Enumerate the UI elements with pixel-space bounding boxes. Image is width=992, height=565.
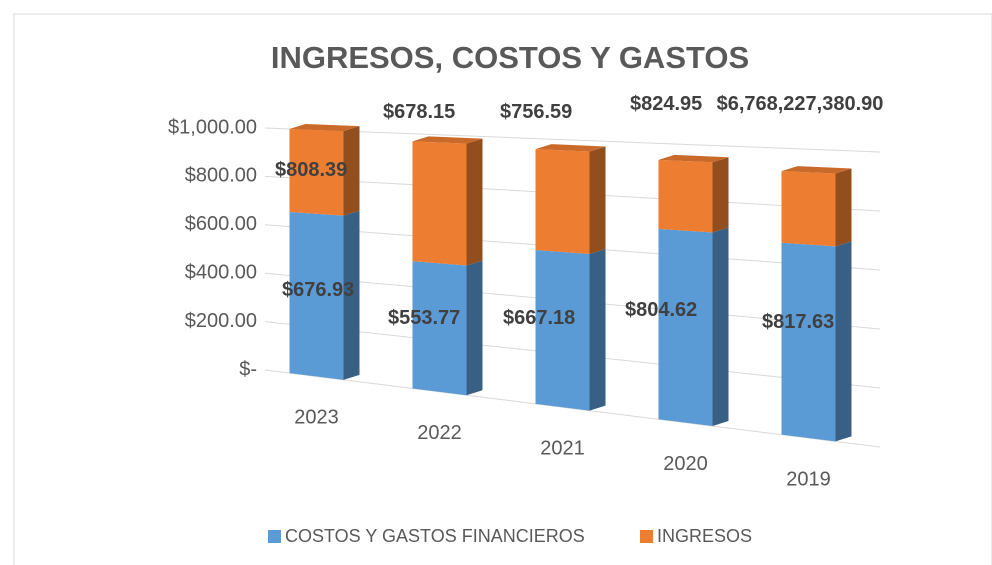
bar-side — [343, 210, 360, 380]
bar — [412, 261, 467, 396]
data-label: $804.62 — [625, 299, 698, 321]
x-tick-label: 2020 — [663, 453, 708, 475]
data-label: $808.39 — [275, 159, 348, 181]
bar-top — [781, 166, 852, 174]
data-label: $817.63 — [762, 311, 835, 333]
y-tick-label: $400.00 — [185, 261, 257, 283]
bar-side — [466, 138, 483, 266]
data-label: $756.59 — [500, 101, 573, 123]
bar-side — [343, 126, 360, 216]
bar-side — [835, 241, 852, 442]
bar — [535, 149, 590, 255]
bar-side — [712, 157, 729, 233]
x-tick-label: 2019 — [786, 468, 831, 490]
y-tick-label: $800.00 — [185, 165, 257, 187]
legend-label: INGRESOS — [657, 526, 752, 546]
data-label: $678.15 — [383, 101, 456, 123]
bar-top — [412, 136, 483, 144]
bar-side — [466, 260, 483, 396]
data-label: $676.93 — [282, 279, 355, 301]
bar — [289, 128, 344, 216]
bar — [658, 228, 713, 427]
grid-line — [264, 369, 881, 448]
legend-swatch — [268, 530, 281, 543]
bar — [658, 159, 713, 233]
bar — [289, 211, 344, 380]
x-tick-label: 2023 — [294, 407, 339, 429]
x-tick-label: 2021 — [540, 438, 585, 460]
bar-top — [289, 123, 360, 132]
bar-side — [712, 227, 729, 427]
bar — [412, 141, 467, 266]
grid-line — [264, 127, 881, 153]
bar-side — [835, 168, 852, 247]
bar-side — [589, 249, 606, 411]
y-tick-label: $600.00 — [185, 213, 257, 235]
data-label: $553.77 — [388, 307, 461, 329]
y-tick-label: $200.00 — [185, 310, 257, 332]
data-label: $824.95 — [630, 93, 703, 115]
y-tick-label: $- — [239, 358, 257, 380]
bar-side — [589, 146, 606, 255]
bar — [781, 242, 836, 442]
chart-title: INGRESOS, COSTOS Y GASTOS — [271, 40, 749, 75]
bar-top — [658, 154, 729, 163]
legend-label: COSTOS Y GASTOS FINANCIEROS — [285, 526, 585, 546]
x-tick-label: 2022 — [417, 422, 462, 444]
legend-swatch — [640, 530, 653, 543]
data-label: $667.18 — [503, 307, 576, 329]
bar-top — [535, 144, 606, 152]
bar — [781, 171, 836, 247]
y-tick-label: $1,000.00 — [168, 116, 257, 138]
data-label: $6,768,227,380.90 — [716, 93, 884, 115]
bar — [535, 249, 590, 411]
